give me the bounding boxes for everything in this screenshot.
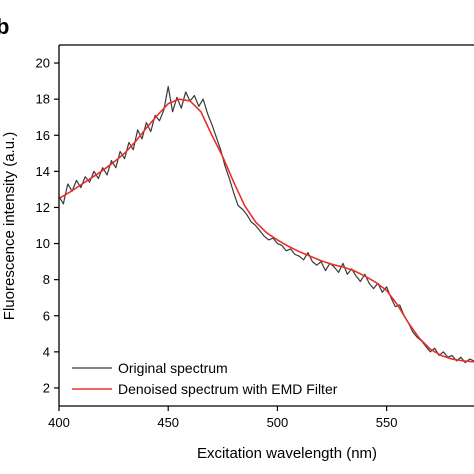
y-tick-label: 16 <box>36 128 50 143</box>
series-line-original <box>59 85 474 364</box>
x-axis-title: Excitation wavelength (nm) <box>197 445 377 462</box>
legend-label-denoised: Denoised spectrum with EMD Filter <box>118 381 338 397</box>
legend-label-original: Original spectrum <box>118 360 228 376</box>
x-tick-label: 500 <box>267 415 289 430</box>
y-tick-label: 12 <box>36 200 50 215</box>
y-tick-label: 18 <box>36 92 50 107</box>
y-tick-label: 2 <box>43 380 50 395</box>
y-tick-label: 8 <box>43 272 50 287</box>
x-tick-label: 400 <box>48 415 70 430</box>
y-tick-label: 6 <box>43 308 50 323</box>
x-tick-label: 550 <box>376 415 398 430</box>
series-line-denoised <box>59 98 474 363</box>
plot-area <box>59 85 474 364</box>
y-tick-label: 4 <box>43 344 50 359</box>
series-layer <box>59 85 474 364</box>
ticks: 400 450 500 550 2 4 6 8 10 12 14 16 18 20 <box>36 56 398 430</box>
y-tick-label: 20 <box>36 56 50 71</box>
y-tick-label: 14 <box>36 164 50 179</box>
y-tick-label: 10 <box>36 236 50 251</box>
axes <box>58 44 474 407</box>
x-tick-label: 450 <box>157 415 179 430</box>
legend: Original spectrum Denoised spectrum with… <box>72 360 338 397</box>
y-axis-title: Fluorescence intensity (a.u.) <box>1 132 18 320</box>
panel-label: b <box>0 14 9 39</box>
